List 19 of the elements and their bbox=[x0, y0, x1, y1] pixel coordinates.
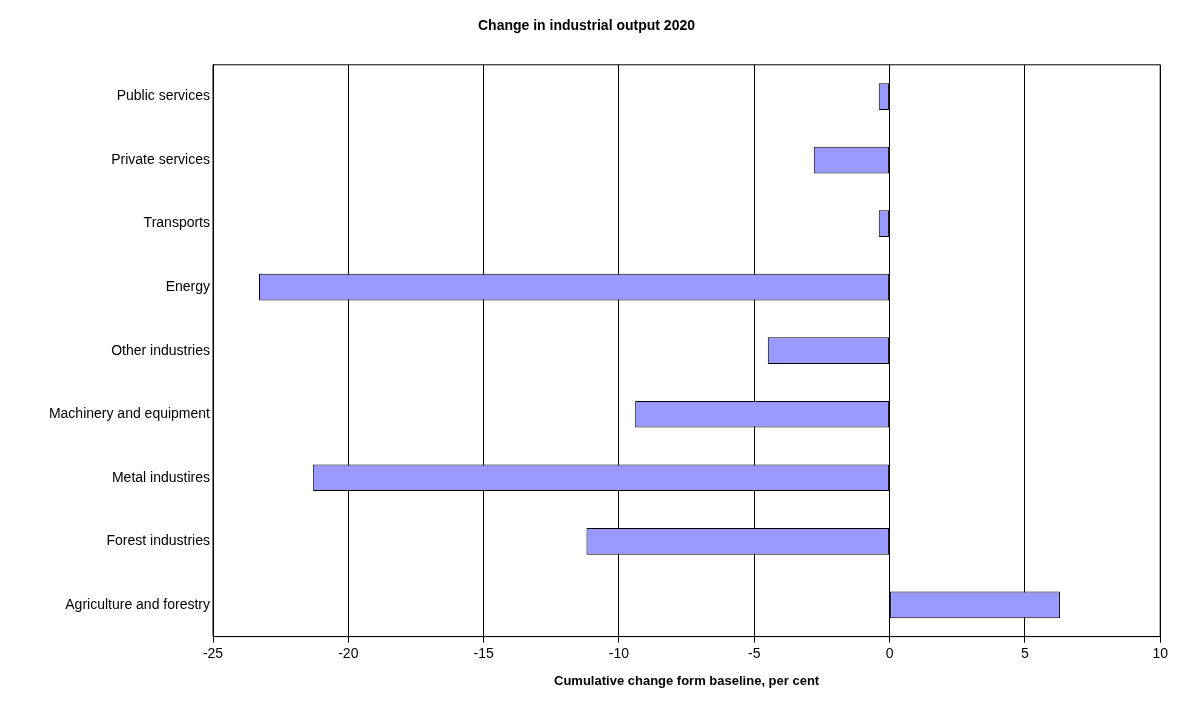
y-tick-label: Machinery and equipment bbox=[48, 405, 211, 422]
y-tick-label: Forest industries bbox=[106, 532, 210, 549]
y-tick-label: Public services bbox=[116, 87, 210, 104]
x-tick-label: 10 bbox=[1152, 644, 1169, 661]
x-tick-label: -25 bbox=[202, 644, 224, 661]
y-tick-label: Other industries bbox=[111, 341, 210, 358]
x-tick-label: -15 bbox=[473, 644, 494, 661]
y-tick-label: Energy bbox=[165, 278, 210, 295]
x-tick-label: 5 bbox=[1021, 644, 1029, 661]
x-tick-label: 0 bbox=[885, 644, 894, 661]
x-tick-label: -10 bbox=[608, 644, 630, 661]
y-tick-label: Agriculture and forestry bbox=[65, 595, 210, 612]
x-tick-label: -5 bbox=[748, 644, 761, 661]
x-tick-label: -20 bbox=[338, 644, 359, 661]
x-axis-title: Cumulative change form baseline, per cent bbox=[554, 672, 820, 688]
y-tick-label: Transports bbox=[143, 214, 210, 231]
y-tick-label: Metal industires bbox=[111, 468, 210, 485]
chart-title: Change in industrial output 2020 bbox=[477, 17, 696, 34]
y-tick-label: Private services bbox=[111, 150, 210, 167]
